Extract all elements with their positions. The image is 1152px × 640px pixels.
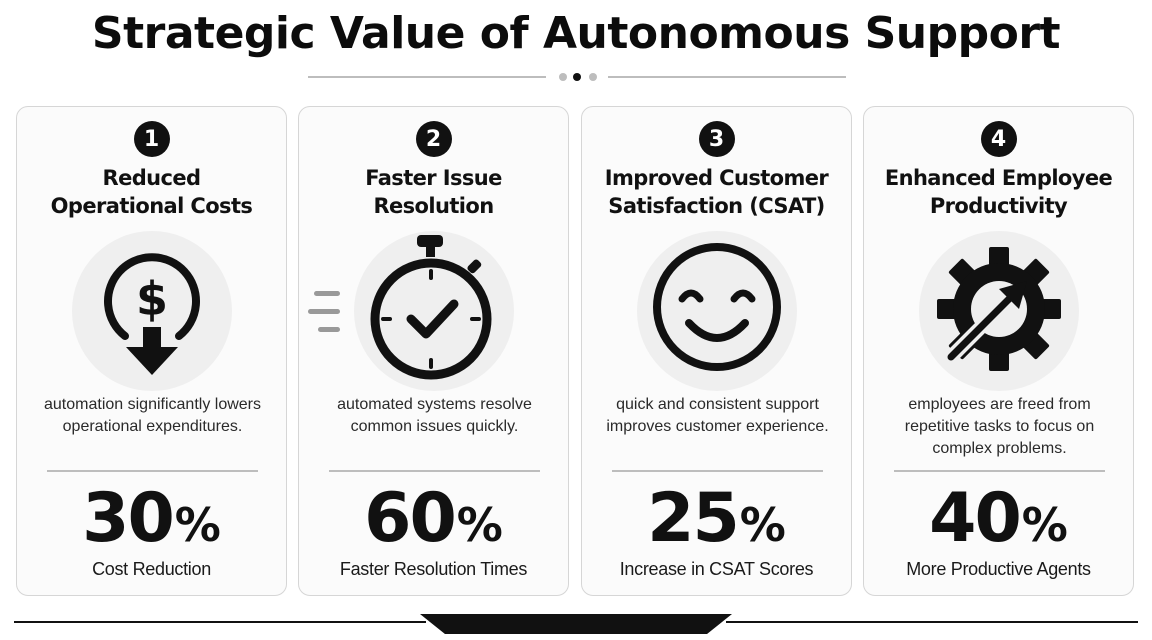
card-divider <box>47 470 258 472</box>
stat-figure: 30% <box>17 479 286 565</box>
card-title: Reduced Operational Costs <box>50 166 253 218</box>
footer-rule-left <box>14 621 426 623</box>
card-description: employees are freed from repetitive task… <box>904 396 1095 457</box>
stat-value: 60 <box>364 479 457 558</box>
svg-text:$: $ <box>135 272 167 326</box>
stat-figure: 60% <box>299 479 568 565</box>
stat-unit: % <box>739 498 786 552</box>
stat-unit: % <box>1021 498 1068 552</box>
stat-label: Faster Resolution Times <box>339 559 528 579</box>
card-number-badge: 4 <box>980 121 1017 157</box>
stat-label: Increase in CSAT Scores <box>619 559 814 579</box>
stat-unit: % <box>174 498 221 552</box>
benefit-card-cost: 1 Reduced Operational Costs $ automation… <box>16 106 287 596</box>
stat-unit: % <box>456 498 503 552</box>
card-title: Improved Customer Satisfaction (CSAT) <box>604 166 829 218</box>
card-divider <box>329 470 540 472</box>
gear-arrow-icon <box>918 231 1079 391</box>
stat-label: More Productive Agents <box>906 559 1091 579</box>
smiley-face-icon <box>636 231 797 391</box>
footer-tab <box>420 614 732 634</box>
benefit-card-csat: 3 Improved Customer Satisfaction (CSAT) … <box>581 106 852 596</box>
divider-dot <box>559 73 567 81</box>
card-divider <box>612 470 823 472</box>
page-title: Strategic Value of Autonomous Support <box>91 8 1061 59</box>
stopwatch-check-icon <box>307 231 514 391</box>
footer-rule-right <box>726 621 1138 623</box>
card-description: automated systems resolve common issues … <box>337 396 532 435</box>
card-divider <box>894 470 1105 472</box>
card-description: quick and consistent support improves cu… <box>606 396 829 435</box>
dollar-down-arrow-icon: $ <box>71 231 232 391</box>
stat-value: 40 <box>929 479 1022 558</box>
stat-figure: 40% <box>864 479 1133 565</box>
card-title: Faster Issue Resolution <box>365 166 502 218</box>
benefit-card-productivity: 4 Enhanced Employee Productivity <box>863 106 1134 596</box>
title-divider-left <box>308 76 546 78</box>
card-description: automation significantly lowers operatio… <box>44 396 261 435</box>
card-number-badge: 3 <box>698 121 735 157</box>
title-divider-right <box>608 76 846 78</box>
card-number-badge: 1 <box>133 121 170 157</box>
divider-dot <box>589 73 597 81</box>
card-title: Enhanced Employee Productivity <box>884 166 1113 218</box>
card-number-badge: 2 <box>415 121 452 157</box>
divider-dot-active <box>573 73 581 81</box>
stat-figure: 25% <box>582 479 851 565</box>
stat-value: 25 <box>647 479 740 558</box>
benefit-card-resolution: 2 Faster Issue Resolution automated syst… <box>298 106 569 596</box>
stat-label: Cost Reduction <box>92 559 211 579</box>
stat-value: 30 <box>82 479 175 558</box>
